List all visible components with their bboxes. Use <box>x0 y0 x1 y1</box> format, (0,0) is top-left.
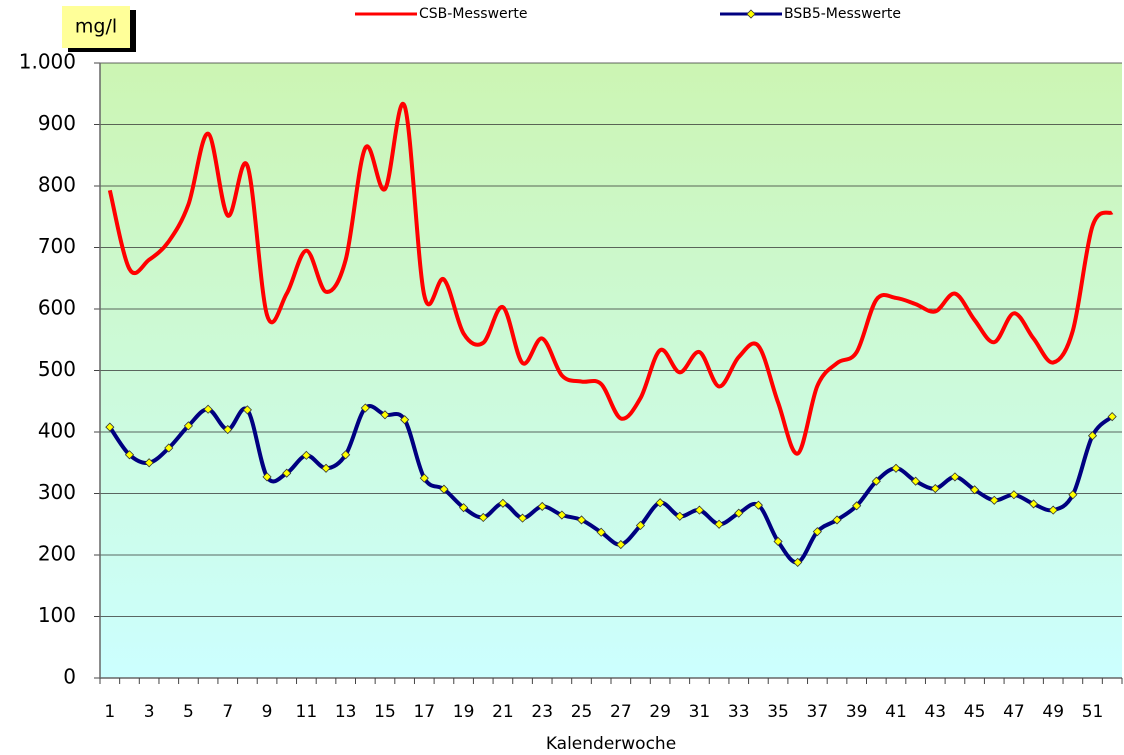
x-tick-label: 11 <box>296 702 318 722</box>
y-tick-label: 300 <box>38 480 76 504</box>
x-tick-label: 13 <box>335 702 357 722</box>
point-marker <box>557 510 567 520</box>
point-marker <box>930 484 940 494</box>
point-marker <box>537 501 547 511</box>
y-tick-label: 200 <box>38 542 76 566</box>
point-marker <box>262 472 272 482</box>
point-marker <box>773 536 783 547</box>
x-tick-label: 27 <box>610 702 632 722</box>
point-marker <box>714 519 724 529</box>
y-tick-label: 800 <box>38 173 76 197</box>
point-marker <box>301 450 311 460</box>
point-marker <box>832 515 842 525</box>
x-tick-label: 47 <box>1003 702 1025 722</box>
point-marker <box>380 410 390 420</box>
point-marker <box>734 508 744 518</box>
point-marker <box>341 450 351 460</box>
legend-label: BSB5-Messwerte <box>784 6 901 22</box>
point-marker <box>459 503 469 513</box>
x-tick-label: 43 <box>924 702 946 722</box>
x-tick-label: 15 <box>374 702 396 722</box>
x-tick-label: 3 <box>144 702 155 722</box>
x-tick-label: 17 <box>413 702 435 722</box>
point-marker <box>164 443 174 453</box>
y-tick-label: 700 <box>38 234 76 258</box>
point-marker <box>655 498 665 508</box>
y-label-box <box>62 6 130 48</box>
point-marker <box>498 498 508 508</box>
point-marker <box>1028 499 1039 509</box>
y-tick-label: 900 <box>38 111 76 135</box>
point-marker <box>635 520 646 531</box>
point-marker <box>753 500 763 510</box>
point-marker <box>1048 505 1058 515</box>
point-marker <box>675 511 685 521</box>
point-marker <box>989 495 999 505</box>
x-axis-label: Kalenderwoche <box>546 734 676 754</box>
point-marker <box>478 512 488 523</box>
y-tick-label: 100 <box>38 603 76 627</box>
point-marker <box>360 403 370 413</box>
point-marker <box>596 527 606 537</box>
y-tick-label: 600 <box>38 296 76 320</box>
point-marker <box>144 458 154 468</box>
point-marker <box>282 468 292 478</box>
point-marker <box>419 473 429 483</box>
x-tick-label: 21 <box>492 702 514 722</box>
x-tick-label: 39 <box>846 702 868 722</box>
point-marker <box>950 472 960 482</box>
point-marker <box>1087 431 1098 441</box>
point-marker <box>321 463 331 473</box>
point-marker <box>812 527 822 537</box>
x-tick-label: 45 <box>964 702 986 722</box>
point-marker <box>871 476 881 486</box>
y-tick-label: 0 <box>63 665 76 689</box>
point-marker <box>694 505 705 515</box>
point-marker <box>1009 490 1019 500</box>
x-tick-label: 7 <box>222 702 233 722</box>
point-marker <box>124 450 135 460</box>
point-marker <box>439 484 449 494</box>
series-line <box>108 404 1114 565</box>
x-tick-label: 37 <box>807 702 829 722</box>
point-marker <box>576 515 587 525</box>
point-marker <box>793 557 803 567</box>
y-axis-label: mg/l <box>75 16 117 38</box>
x-tick-label: 23 <box>531 702 553 722</box>
x-tick-label: 5 <box>183 702 194 722</box>
legend-marker <box>746 9 756 19</box>
point-marker <box>517 513 528 523</box>
y-tick-label: 500 <box>38 357 76 381</box>
x-tick-label: 35 <box>767 702 789 722</box>
point-marker <box>1107 412 1117 422</box>
x-tick-label: 49 <box>1042 702 1064 722</box>
point-marker <box>852 501 862 511</box>
point-marker <box>183 421 194 431</box>
x-tick-label: 19 <box>453 702 475 722</box>
x-tick-label: 25 <box>571 702 593 722</box>
point-marker <box>105 422 115 432</box>
x-tick-label: 51 <box>1082 702 1104 722</box>
legend-label: CSB-Messwerte <box>419 6 528 22</box>
x-tick-label: 29 <box>649 702 671 722</box>
point-marker <box>891 463 901 473</box>
x-tick-label: 41 <box>885 702 907 722</box>
point-marker <box>1068 490 1078 500</box>
point-marker <box>400 415 410 425</box>
point-marker <box>970 485 980 495</box>
x-tick-label: 33 <box>728 702 750 722</box>
y-tick-label: 400 <box>38 419 76 443</box>
point-marker <box>911 476 921 486</box>
point-marker <box>242 405 252 415</box>
point-marker <box>616 539 626 550</box>
x-tick-label: 1 <box>104 702 115 722</box>
point-marker <box>223 424 233 435</box>
x-tick-label: 31 <box>689 702 711 722</box>
series-line <box>107 101 1114 456</box>
y-tick-label: 1.000 <box>19 50 76 74</box>
x-tick-label: 9 <box>262 702 273 722</box>
point-marker <box>203 404 213 414</box>
